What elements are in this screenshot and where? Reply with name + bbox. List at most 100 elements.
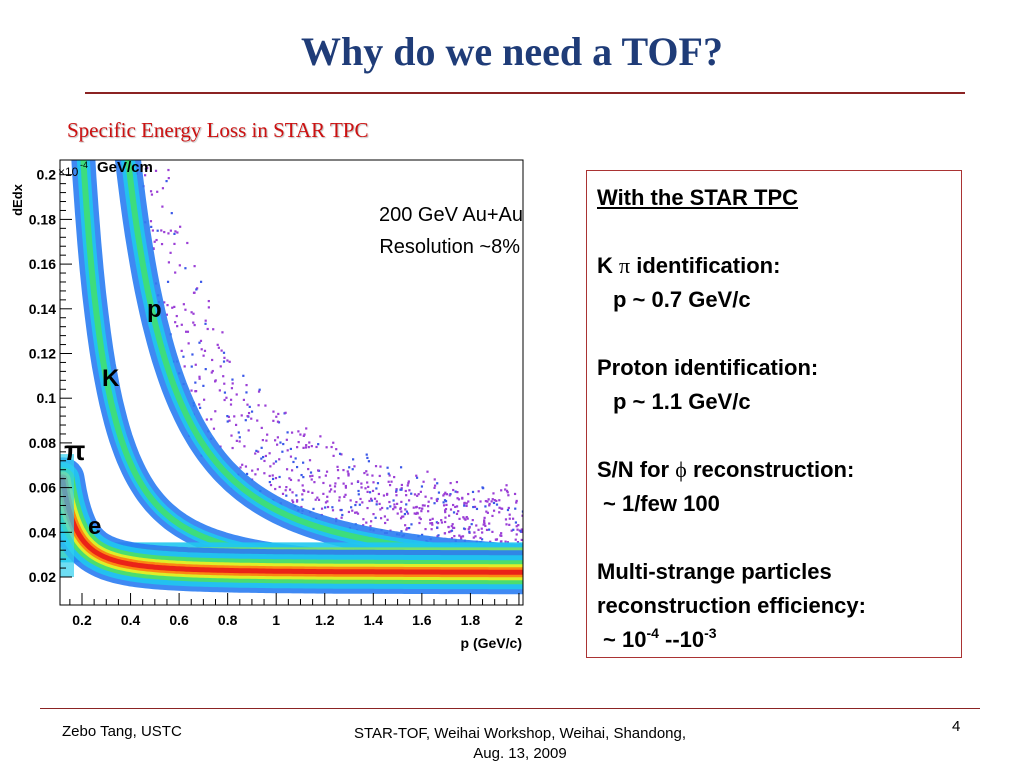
- scatter-dot: [463, 504, 466, 507]
- scatter-dot: [445, 503, 448, 507]
- scatter-dot: [297, 479, 300, 482]
- scatter-dot: [465, 504, 468, 508]
- scatter-dot: [370, 499, 374, 502]
- scatter-dot: [149, 190, 153, 193]
- scatter-dot: [355, 511, 358, 514]
- scatter-dot: [472, 536, 475, 539]
- scatter-dot: [505, 489, 509, 492]
- scatter-dot: [184, 308, 187, 311]
- scatter-dot: [465, 502, 468, 505]
- scatter-dot: [395, 494, 398, 497]
- scatter-dot: [384, 521, 387, 525]
- scatter-dot: [404, 508, 407, 511]
- scatter-dot: [206, 327, 209, 331]
- scatter-dot: [257, 390, 261, 393]
- scatter-dot: [377, 492, 380, 496]
- scatter-dot: [504, 518, 508, 521]
- scatter-dot: [508, 517, 511, 520]
- scatter-dot: [272, 410, 275, 413]
- x-axis-label: p (GeV/c): [461, 635, 522, 651]
- scatter-dot: [228, 360, 231, 363]
- scatter-dot: [256, 468, 259, 471]
- scatter-dot: [508, 523, 511, 526]
- scatter-dot: [407, 480, 410, 483]
- scatter-dot: [324, 506, 327, 509]
- scatter-dot: [389, 505, 392, 508]
- box-line: reconstruction efficiency:: [597, 593, 866, 618]
- scatter-dot: [278, 485, 281, 489]
- scatter-dot: [344, 493, 347, 496]
- scatter-dot: [390, 480, 393, 483]
- scatter-dot: [379, 465, 382, 468]
- scatter-dot: [245, 383, 248, 387]
- scatter-dot: [166, 152, 168, 154]
- scatter-dot: [375, 500, 378, 503]
- scatter-dot: [285, 494, 288, 497]
- scatter-dot: [226, 359, 229, 362]
- scatter-dot: [400, 530, 403, 533]
- scatter-dot: [170, 212, 173, 215]
- scatter-dot: [410, 523, 413, 526]
- scatter-dot: [354, 511, 357, 514]
- scatter-dot: [278, 475, 281, 479]
- scatter-dot: [277, 412, 280, 416]
- scatter-dot: [169, 229, 172, 232]
- scatter-dot: [155, 238, 158, 242]
- scatter-dot: [443, 509, 447, 512]
- scatter-dot: [190, 389, 193, 392]
- scatter-dot: [276, 436, 279, 439]
- scatter-dot: [198, 341, 201, 344]
- scatter-dot: [231, 378, 234, 381]
- scatter-dot: [480, 538, 484, 541]
- scatter-dot: [174, 271, 177, 274]
- scatter-dot: [500, 489, 503, 492]
- scatter-dot: [386, 518, 389, 521]
- scatter-dot: [515, 499, 518, 503]
- x-tick-label: 0.2: [72, 612, 92, 628]
- scatter-dot: [467, 500, 470, 503]
- scatter-dot: [305, 427, 308, 430]
- scatter-dot: [291, 499, 294, 502]
- scatter-dot: [470, 523, 473, 526]
- scatter-dot: [460, 537, 463, 540]
- scatter-dot: [289, 478, 293, 482]
- scatter-dot: [504, 540, 507, 543]
- scatter-dot: [444, 516, 447, 519]
- scatter-dot: [449, 493, 452, 496]
- scatter-dot: [418, 516, 421, 519]
- scatter-dot: [358, 503, 361, 506]
- scatter-dot: [268, 480, 271, 484]
- scatter-dot: [257, 404, 260, 407]
- scatter-dot: [521, 530, 523, 534]
- slide-title: Why do we need a TOF?: [301, 29, 723, 74]
- superscript: -4: [646, 625, 659, 641]
- scatter-dot: [405, 510, 409, 513]
- scatter-dot: [211, 369, 214, 373]
- scatter-dot: [387, 480, 390, 483]
- scatter-dot: [342, 482, 345, 485]
- scatter-dot: [444, 520, 447, 524]
- scatter-dot: [234, 423, 238, 427]
- scatter-dot: [445, 493, 449, 496]
- scatter-dot: [392, 508, 395, 511]
- scatter-dot: [340, 508, 343, 512]
- scatter-dot: [492, 492, 495, 495]
- scatter-dot: [349, 499, 352, 502]
- footer-line: STAR-TOF, Weihai Workshop, Weihai, Shand…: [353, 725, 687, 742]
- low-p-band: [60, 454, 74, 577]
- scatter-dot: [223, 398, 226, 402]
- scatter-dot: [378, 502, 381, 506]
- scatter-dot: [424, 527, 427, 531]
- scatter-dot: [508, 513, 511, 516]
- scatter-dot: [437, 491, 441, 494]
- symbol: ϕ: [675, 457, 687, 482]
- scatter-dot: [468, 525, 471, 529]
- scatter-dot: [458, 534, 461, 537]
- scatter-dot: [285, 468, 289, 471]
- scatter-dot: [516, 540, 520, 544]
- scatter-dot: [205, 418, 208, 421]
- annotation: 200 GeV Au+Au: [379, 204, 523, 226]
- scatter-dot: [171, 306, 174, 309]
- scatter-dot: [395, 490, 398, 493]
- scatter-dot: [184, 267, 187, 270]
